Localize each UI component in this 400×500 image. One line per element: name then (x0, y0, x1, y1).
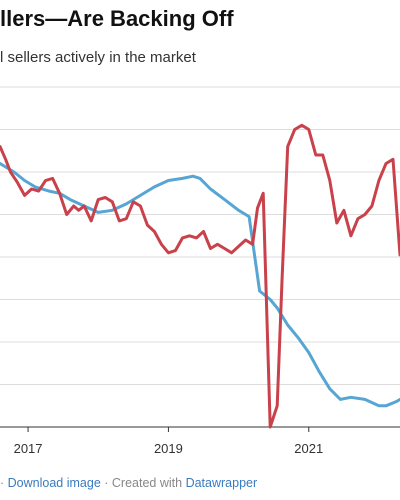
created-with-text: Created with (111, 476, 183, 490)
chart-footer: · Download image · Created with Datawrap… (0, 476, 257, 490)
gridlines (0, 86, 400, 428)
footer-lead: · (0, 476, 5, 490)
x-tick-label: 2021 (294, 441, 323, 456)
chart-subtitle: l sellers actively in the market (0, 49, 196, 66)
x-tick-label: 2019 (154, 441, 183, 456)
download-image-link[interactable]: Download image (7, 476, 101, 490)
x-tick-label: 2017 (14, 441, 43, 456)
series-line-blue (0, 162, 400, 408)
datawrapper-link[interactable]: Datawrapper (185, 476, 258, 490)
footer-separator: · (104, 476, 109, 490)
series-line-red (0, 123, 400, 429)
series-lines (0, 123, 400, 429)
chart-title: llers—Are Backing Off (0, 6, 234, 31)
x-axis: 2017 2019 2021 (14, 427, 323, 456)
line-chart: 2017 2019 2021 (0, 86, 400, 456)
